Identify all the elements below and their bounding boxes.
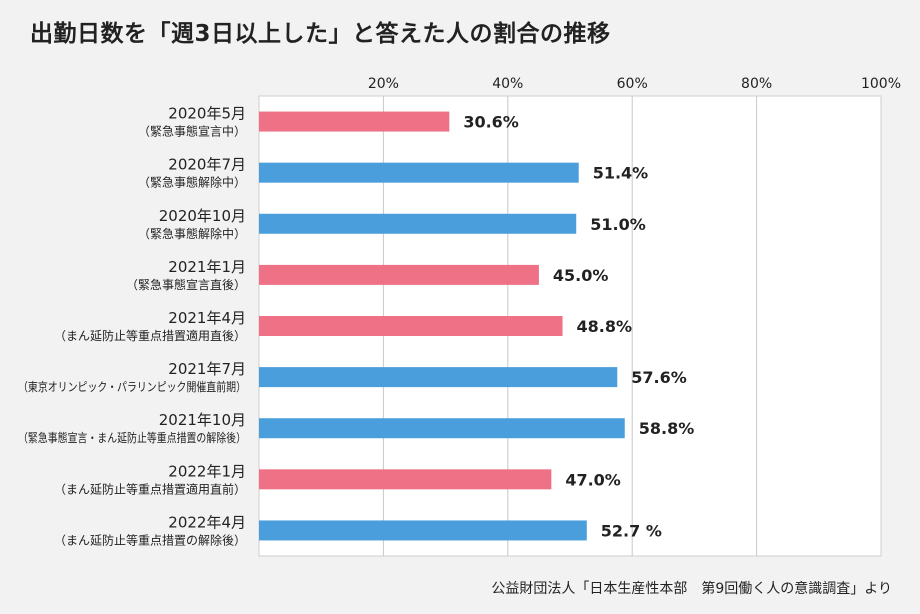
value-label: 48.8% — [577, 317, 633, 336]
bar — [259, 111, 450, 132]
value-label: 51.4% — [593, 164, 649, 183]
value-label: 30.6% — [463, 113, 519, 132]
x-tick-label: 60% — [617, 76, 648, 92]
x-tick-label: 40% — [492, 76, 523, 92]
chart-title: 出勤日数を「週3日以上した」と答えた人の割合の推移 — [30, 21, 611, 47]
value-label: 57.6% — [631, 368, 687, 387]
bar — [259, 469, 552, 490]
bar — [259, 264, 539, 285]
category-sublabel: （東京オリンピック・パラリンピック開催直前期） — [18, 379, 246, 394]
category-sublabel: （まん延防止等重点措置適用直後） — [54, 328, 246, 343]
source-note: 公益財団法人「日本生産性本部 第9回働く人の意識調査」より — [491, 581, 892, 597]
value-labels: 30.6% 51.4% 51.0% 45.0% 48.8% 57.6% 58.8% 47.0%… — [463, 113, 694, 541]
category-labels: 2020年5月（緊急事態宣言中）2020年7月（緊急事態解除中）2020年10月… — [18, 105, 246, 548]
bar — [259, 162, 579, 183]
category-sublabel: （緊急事態解除中） — [138, 175, 246, 190]
category-sublabel: （まん延防止等重点措置の解除後） — [54, 532, 246, 547]
x-tick-label: 100% — [861, 76, 901, 92]
value-label: 51.0% — [590, 215, 646, 234]
bar — [259, 418, 625, 439]
category-sublabel: （緊急事態解除中） — [138, 226, 246, 241]
x-tick-label: 80% — [741, 76, 772, 92]
x-axis-ticks: 20% 40% 60% 80% 100% — [368, 76, 901, 92]
category-label: 2020年10月 — [159, 207, 246, 225]
value-label: 45.0% — [553, 266, 609, 285]
bar — [259, 316, 563, 336]
bar — [259, 367, 618, 388]
category-label: 2021年4月 — [168, 309, 246, 327]
bar — [259, 213, 577, 234]
category-label: 2022年1月 — [168, 462, 246, 480]
category-label: 2020年5月 — [168, 105, 246, 123]
category-label: 2021年10月 — [159, 411, 246, 429]
value-label: 47.0% — [565, 470, 621, 489]
x-tick-label: 20% — [368, 76, 399, 92]
value-label: 58.8% — [639, 419, 695, 438]
category-sublabel: （まん延防止等重点措置適用直前） — [54, 481, 246, 496]
category-sublabel: （緊急事態宣言中） — [138, 124, 246, 139]
category-label: 2020年7月 — [168, 156, 246, 174]
bar — [259, 520, 587, 541]
category-sublabel: （緊急事態宣言直後） — [126, 277, 246, 292]
category-label: 2022年4月 — [168, 513, 246, 531]
category-label: 2021年7月 — [168, 360, 246, 378]
category-label: 2021年1月 — [168, 258, 246, 276]
value-label: 52.7 % — [601, 521, 662, 540]
bars — [259, 111, 625, 541]
category-sublabel: （緊急事態宣言・まん延防止等重点措置の解除後） — [18, 430, 246, 445]
